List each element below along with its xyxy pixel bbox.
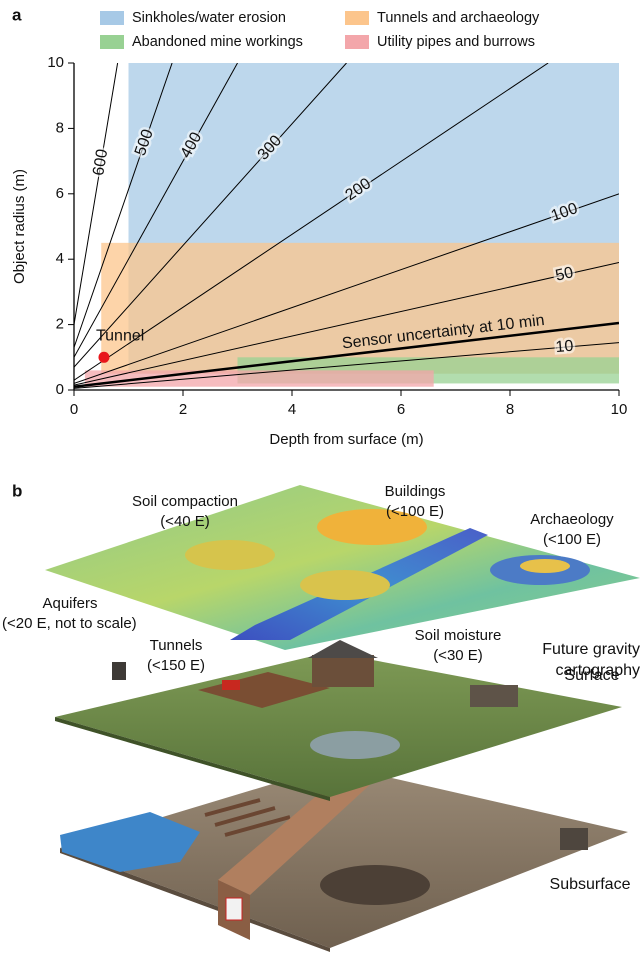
- illustration: [45, 485, 640, 952]
- annotation: Tunnels: [150, 637, 203, 654]
- subsurface-layer: [60, 765, 628, 948]
- regions: [84, 63, 619, 387]
- aquifer: [60, 812, 200, 872]
- contour-line: [74, 321, 619, 388]
- annotation: Soil moisture: [415, 627, 502, 644]
- chart: Sinkholes/water erosion Tunnels and archa…: [11, 10, 627, 448]
- x-tick-label: 2: [179, 401, 187, 418]
- contour-line: [74, 63, 347, 368]
- pipes: [204, 798, 291, 837]
- annotation: (<20 E, not to scale): [2, 615, 137, 632]
- ruin: [560, 828, 588, 850]
- field: [198, 672, 330, 708]
- legend-label: Tunnels and archaeology: [377, 10, 540, 26]
- annotation: Soil compaction: [132, 493, 238, 510]
- x-tick-label: 6: [397, 401, 405, 418]
- legend-swatch: [100, 11, 124, 25]
- labels: Soil compaction (<40 E) Buildings (<100 …: [2, 483, 640, 893]
- annotation: Archaeology: [530, 511, 614, 528]
- legend-swatch: [345, 11, 369, 25]
- contour-line: [74, 261, 619, 386]
- layer-label: Future gravity: [542, 641, 640, 658]
- x-tick-label: 10: [611, 401, 628, 418]
- gravity-map: [45, 485, 640, 650]
- legend-label: Utility pipes and burrows: [377, 34, 535, 50]
- pond: [310, 731, 400, 759]
- annotation: (<150 E): [147, 657, 205, 674]
- layer-label: Subsurface: [550, 876, 631, 893]
- legend-swatch: [100, 35, 124, 49]
- layer-label: cartography: [556, 662, 641, 679]
- contour-line: [74, 63, 238, 358]
- annotation: (<100 E): [543, 531, 601, 548]
- archaeology-anomaly: [520, 559, 570, 573]
- annotation: (<40 E): [160, 513, 210, 530]
- point-label: Tunnel: [96, 328, 144, 345]
- y-tick-label: 2: [56, 316, 64, 333]
- contour-line: [74, 63, 549, 381]
- layer-edge: [55, 717, 330, 801]
- y-axis-title: Object radius (m): [11, 169, 28, 284]
- well: [112, 662, 126, 680]
- house: [308, 640, 378, 687]
- legend-label: Abandoned mine workings: [132, 34, 303, 50]
- moisture-anomaly: [300, 570, 390, 600]
- building-anomaly: [317, 509, 427, 545]
- panel-label: a: [12, 5, 22, 24]
- contour-label: 600: [90, 148, 111, 177]
- contour-line: [74, 342, 619, 389]
- y-tick-label: 8: [56, 119, 64, 136]
- y-tick-label: 0: [56, 381, 64, 398]
- tractor: [222, 680, 240, 690]
- x-tick-label: 8: [506, 401, 514, 418]
- annotation: Buildings: [385, 483, 446, 500]
- point: [98, 351, 110, 363]
- x-tick-label: 4: [288, 401, 296, 418]
- ruin: [470, 685, 518, 707]
- contour-line: [74, 63, 119, 325]
- layer-label: Surface: [564, 667, 619, 684]
- x-axis-title: Depth from surface (m): [269, 431, 423, 448]
- contours: [74, 63, 619, 389]
- y-tick-label: 4: [56, 250, 64, 267]
- layer-edge: [60, 848, 330, 952]
- legend-label: Sinkholes/water erosion: [132, 10, 286, 26]
- legend-swatch: [345, 35, 369, 49]
- annotation: Aquifers: [42, 595, 97, 612]
- panel-label: b: [12, 481, 22, 500]
- region: [101, 242, 619, 374]
- y-tick-label: 6: [56, 185, 64, 202]
- x-tick-label: 0: [70, 401, 78, 418]
- annotation: (<100 E): [386, 503, 444, 520]
- vehicle: [225, 897, 243, 921]
- moisture-patch: [320, 865, 430, 905]
- contour-line: [74, 193, 619, 384]
- compaction-anomaly: [185, 540, 275, 570]
- contour-label: 10: [555, 338, 574, 356]
- annotation: (<30 E): [433, 647, 483, 664]
- contour-line: [74, 63, 173, 348]
- y-tick-label: 10: [47, 54, 64, 71]
